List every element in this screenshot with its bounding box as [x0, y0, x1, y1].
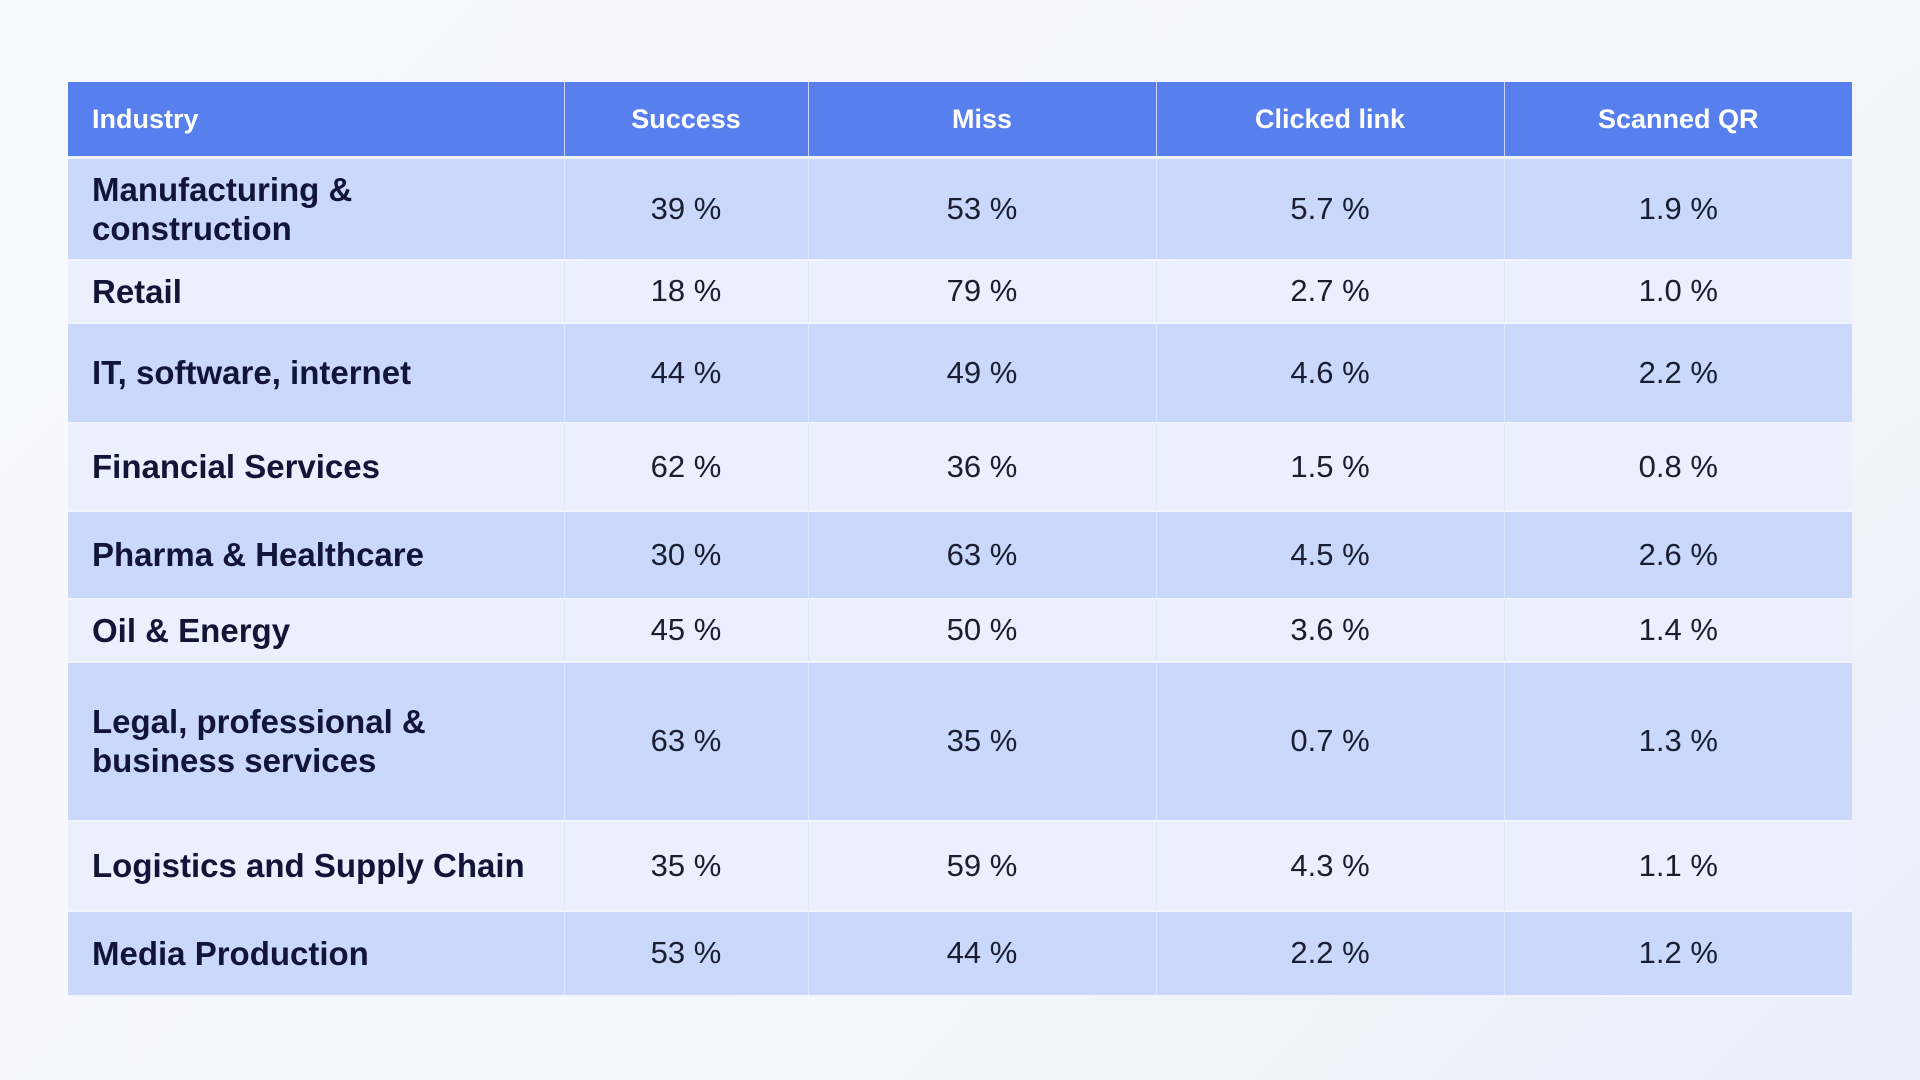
scanned-qr-cell: 1.1 % [1504, 820, 1852, 912]
industry-cell: Financial Services [68, 422, 565, 512]
industry-cell: Retail [68, 259, 565, 324]
scanned-qr-cell: 1.3 % [1504, 661, 1852, 822]
column-header-miss: Miss [808, 82, 1157, 159]
miss-cell: 49 % [808, 322, 1157, 424]
header-row: Industry Success Miss Clicked link Scann… [68, 82, 1852, 159]
clicked-link-cell: 2.7 % [1156, 259, 1505, 324]
column-header-clicked-link: Clicked link [1156, 82, 1505, 159]
miss-cell: 53 % [808, 157, 1157, 261]
industry-cell: Manufacturing & construction [68, 157, 565, 261]
industry-cell: Media Production [68, 910, 565, 997]
miss-cell: 44 % [808, 910, 1157, 997]
clicked-link-cell: 0.7 % [1156, 661, 1505, 822]
success-cell: 30 % [564, 510, 809, 600]
scanned-qr-cell: 1.0 % [1504, 259, 1852, 324]
success-cell: 62 % [564, 422, 809, 512]
table-row: Logistics and Supply Chain 35 % 59 % 4.3… [68, 820, 1852, 912]
miss-cell: 50 % [808, 598, 1157, 663]
column-header-success: Success [564, 82, 809, 159]
table-row: Manufacturing & construction 39 % 53 % 5… [68, 157, 1852, 261]
success-cell: 63 % [564, 661, 809, 822]
success-cell: 53 % [564, 910, 809, 997]
scanned-qr-cell: 1.4 % [1504, 598, 1852, 663]
clicked-link-cell: 1.5 % [1156, 422, 1505, 512]
table-row: Legal, professional & business services … [68, 661, 1852, 822]
table-header: Industry Success Miss Clicked link Scann… [68, 82, 1852, 159]
scanned-qr-cell: 1.9 % [1504, 157, 1852, 261]
clicked-link-cell: 5.7 % [1156, 157, 1505, 261]
table-body: Manufacturing & construction 39 % 53 % 5… [68, 157, 1852, 997]
column-header-scanned-qr: Scanned QR [1504, 82, 1852, 159]
table-row: Pharma & Healthcare 30 % 63 % 4.5 % 2.6 … [68, 510, 1852, 600]
clicked-link-cell: 4.6 % [1156, 322, 1505, 424]
scanned-qr-cell: 1.2 % [1504, 910, 1852, 997]
industry-table-container: Industry Success Miss Clicked link Scann… [68, 82, 1852, 997]
success-cell: 39 % [564, 157, 809, 261]
scanned-qr-cell: 2.6 % [1504, 510, 1852, 600]
miss-cell: 36 % [808, 422, 1157, 512]
industry-cell: Pharma & Healthcare [68, 510, 565, 600]
table-row: Media Production 53 % 44 % 2.2 % 1.2 % [68, 910, 1852, 997]
table-row: IT, software, internet 44 % 49 % 4.6 % 2… [68, 322, 1852, 424]
success-cell: 35 % [564, 820, 809, 912]
industry-results-table: Industry Success Miss Clicked link Scann… [68, 82, 1852, 997]
column-header-industry: Industry [68, 82, 565, 159]
success-cell: 18 % [564, 259, 809, 324]
table-row: Financial Services 62 % 36 % 1.5 % 0.8 % [68, 422, 1852, 512]
industry-cell: Oil & Energy [68, 598, 565, 663]
miss-cell: 79 % [808, 259, 1157, 324]
industry-cell: IT, software, internet [68, 322, 565, 424]
clicked-link-cell: 4.5 % [1156, 510, 1505, 600]
success-cell: 44 % [564, 322, 809, 424]
clicked-link-cell: 3.6 % [1156, 598, 1505, 663]
miss-cell: 63 % [808, 510, 1157, 600]
scanned-qr-cell: 2.2 % [1504, 322, 1852, 424]
table-row: Oil & Energy 45 % 50 % 3.6 % 1.4 % [68, 598, 1852, 663]
industry-cell: Logistics and Supply Chain [68, 820, 565, 912]
success-cell: 45 % [564, 598, 809, 663]
miss-cell: 35 % [808, 661, 1157, 822]
clicked-link-cell: 4.3 % [1156, 820, 1505, 912]
scanned-qr-cell: 0.8 % [1504, 422, 1852, 512]
clicked-link-cell: 2.2 % [1156, 910, 1505, 997]
table-row: Retail 18 % 79 % 2.7 % 1.0 % [68, 259, 1852, 324]
industry-cell: Legal, professional & business services [68, 661, 565, 822]
miss-cell: 59 % [808, 820, 1157, 912]
